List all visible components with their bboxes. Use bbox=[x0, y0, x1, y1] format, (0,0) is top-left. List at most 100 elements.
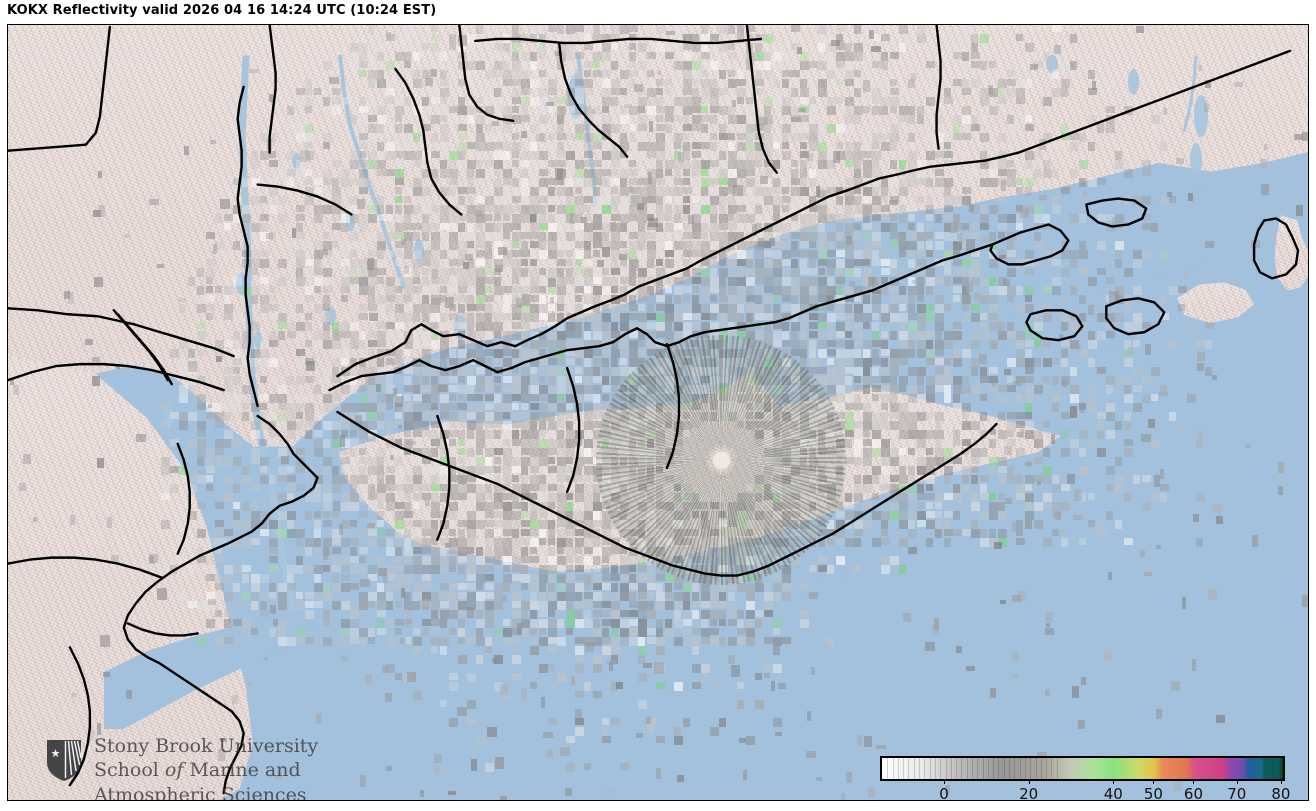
reflectivity-gate-cell bbox=[638, 151, 645, 160]
lake bbox=[1046, 55, 1058, 73]
reflectivity-gate-cell bbox=[377, 151, 384, 160]
reflectivity-gate-cell bbox=[350, 232, 359, 241]
reflectivity-gate-cell bbox=[845, 178, 854, 185]
reflectivity-gate-cell bbox=[926, 61, 935, 68]
reflectivity-gate-cell bbox=[341, 214, 350, 223]
reflectivity-gate-cell bbox=[908, 133, 915, 142]
reflectivity-gate-cell bbox=[755, 70, 762, 79]
reflectivity-gate-cell bbox=[701, 214, 710, 223]
reflectivity-gate-cell bbox=[233, 214, 242, 223]
reflectivity-gate-cell bbox=[764, 169, 773, 178]
reflectivity-gate-cell bbox=[566, 52, 575, 61]
reflectivity-gate-cell bbox=[575, 214, 582, 223]
reflectivity-gate-cell bbox=[818, 205, 827, 214]
reflectivity-gate-cell bbox=[584, 205, 591, 212]
reflectivity-gate-cell bbox=[656, 205, 663, 214]
reflectivity-gate-cell bbox=[1025, 178, 1034, 187]
radar-map-canvas[interactable]: Stony Brook University School of Marine … bbox=[7, 24, 1309, 801]
reflectivity-gate-cell bbox=[647, 88, 656, 97]
reflectivity-gate-cell bbox=[575, 25, 584, 32]
reflectivity-gate-cell bbox=[530, 25, 539, 32]
reflectivity-gate-cell bbox=[422, 232, 429, 241]
reflectivity-gate-cell bbox=[494, 106, 501, 115]
reflectivity-gate-cell bbox=[1043, 214, 1050, 223]
reflectivity-gate-cell bbox=[449, 106, 458, 113]
reflectivity-gate-cell bbox=[926, 223, 933, 230]
reflectivity-gate-cell bbox=[863, 169, 872, 178]
reflectivity-gate-cell bbox=[719, 25, 728, 34]
reflectivity-gate-cell bbox=[251, 178, 260, 187]
reflectivity-gate-cell bbox=[395, 205, 402, 214]
reflectivity-gate-cell bbox=[503, 214, 510, 221]
reflectivity-gate-cell bbox=[413, 79, 422, 88]
reflectivity-gate-cell bbox=[422, 43, 429, 50]
reflectivity-gate-cell bbox=[1007, 133, 1016, 140]
reflectivity-gate-cell bbox=[584, 70, 591, 77]
reflectivity-gate-cell bbox=[674, 70, 681, 77]
reflectivity-gate-cell bbox=[782, 178, 789, 187]
reflectivity-gate-cell bbox=[908, 214, 915, 221]
reflectivity-gate-cell bbox=[476, 115, 485, 124]
reflectivity-gate-cell bbox=[251, 196, 260, 205]
reflectivity-gate-cell bbox=[296, 88, 305, 95]
reflectivity-gate-cell bbox=[431, 205, 440, 212]
reflectivity-gate-cell bbox=[539, 178, 548, 187]
reflectivity-gate-cell bbox=[809, 151, 818, 160]
reflectivity-gate-cell bbox=[395, 214, 404, 221]
reflectivity-gate-cell bbox=[404, 205, 413, 214]
reflectivity-gate-cell bbox=[629, 214, 638, 221]
reflectivity-gate-cell bbox=[674, 196, 683, 205]
reflectivity-gate-cell bbox=[287, 151, 296, 160]
reflectivity-gate-cell bbox=[332, 214, 341, 221]
reflectivity-gate-cell bbox=[800, 151, 809, 158]
reflectivity-gate-cell bbox=[494, 151, 503, 160]
reflectivity-gate-cell bbox=[908, 115, 915, 124]
reflectivity-gate-cell bbox=[386, 169, 395, 176]
reflectivity-gate-cell bbox=[1016, 34, 1023, 41]
reflectivity-gate-cell bbox=[494, 25, 503, 32]
reflectivity-gate-cell bbox=[845, 232, 852, 239]
reflectivity-gate-cell bbox=[845, 61, 854, 70]
reflectivity-gate-cell bbox=[584, 61, 593, 68]
reflectivity-gate-cell bbox=[782, 124, 791, 133]
reflectivity-gate-cell bbox=[521, 196, 528, 205]
reflectivity-gate-cell bbox=[503, 79, 512, 86]
reflectivity-gate-cell bbox=[467, 115, 474, 124]
reflectivity-gate-cell bbox=[836, 196, 843, 205]
reflectivity-gate-cell bbox=[395, 151, 404, 158]
reflectivity-gate-cell bbox=[593, 196, 602, 205]
reflectivity-gate-cell bbox=[404, 133, 411, 142]
reflectivity-gate-cell bbox=[485, 25, 492, 32]
reflectivity-gate-cell bbox=[701, 160, 710, 169]
reflectivity-gate-cell bbox=[935, 151, 944, 158]
reflectivity-gate-cell bbox=[1106, 106, 1115, 113]
reflectivity-gate-cell bbox=[656, 115, 663, 122]
reflectivity-gate-cell bbox=[917, 34, 926, 43]
reflectivity-gate-cell bbox=[962, 232, 971, 239]
reflectivity-gate-cell bbox=[710, 61, 719, 70]
reflectivity-gate-cell bbox=[350, 178, 359, 185]
reflectivity-gate-cell bbox=[602, 169, 611, 176]
reflectivity-gate-cell bbox=[764, 151, 773, 160]
reflectivity-gate-cell bbox=[404, 160, 411, 167]
reflectivity-gate-cell bbox=[692, 106, 701, 113]
reflectivity-gate-cell bbox=[782, 142, 789, 149]
reflectivity-gate-cell bbox=[845, 205, 852, 214]
reflectivity-gate-cell bbox=[971, 34, 978, 43]
reflectivity-gate-cell bbox=[1124, 169, 1133, 178]
reflectivity-gate-cell bbox=[503, 142, 512, 151]
reflectivity-gate-cell bbox=[260, 151, 269, 160]
reflectivity-gate-cell bbox=[431, 169, 438, 178]
reflectivity-gate-cell bbox=[656, 169, 663, 178]
reflectivity-gate-cell bbox=[854, 79, 861, 88]
reflectivity-gate-cell bbox=[674, 25, 683, 32]
reflectivity-gate-cell bbox=[503, 169, 512, 178]
reflectivity-gate-cell bbox=[1025, 151, 1034, 160]
reflectivity-gate-cell bbox=[602, 34, 611, 41]
reflectivity-gate-cell bbox=[809, 169, 816, 178]
reflectivity-gate-cell bbox=[719, 142, 726, 149]
reflectivity-gate-cell bbox=[836, 151, 845, 160]
reflectivity-gate-cell bbox=[566, 133, 575, 140]
reflectivity-gate-cell bbox=[701, 25, 708, 34]
reflectivity-gate-cell bbox=[440, 124, 449, 133]
